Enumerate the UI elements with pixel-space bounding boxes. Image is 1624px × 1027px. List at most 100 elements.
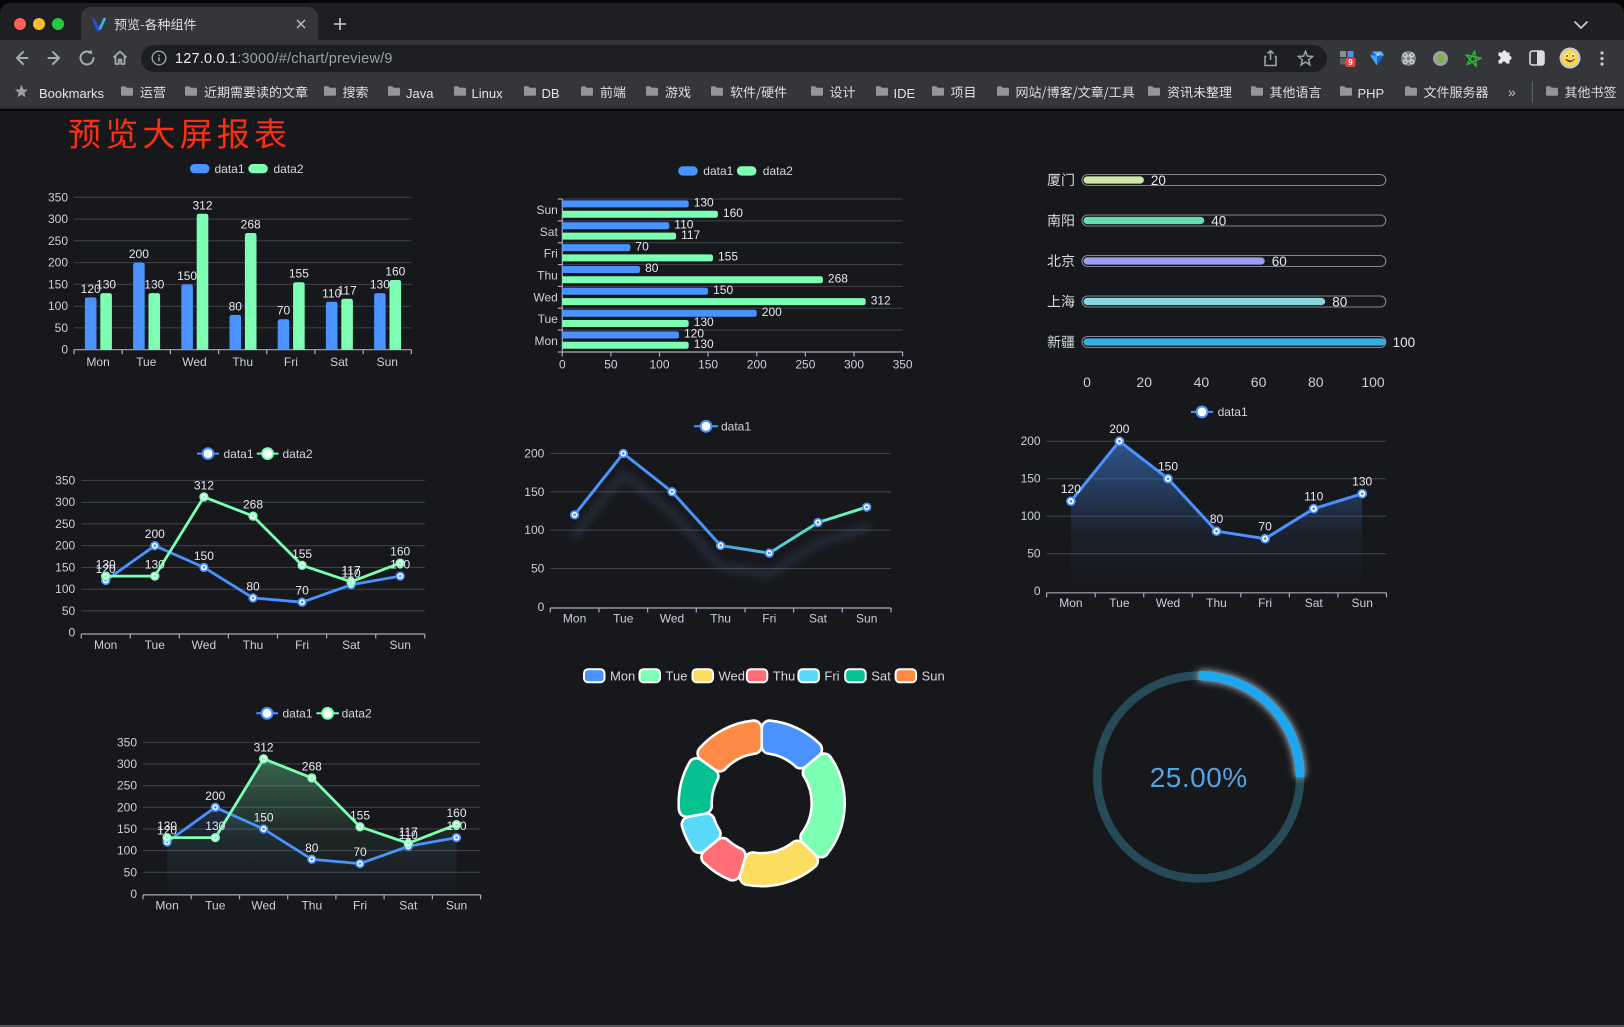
svg-text:312: 312 — [871, 293, 891, 307]
svg-text:data1: data1 — [721, 420, 751, 434]
svg-text:80: 80 — [229, 299, 243, 313]
svg-text:Sat: Sat — [1305, 596, 1324, 610]
svg-text:50: 50 — [604, 358, 618, 372]
svg-text:120: 120 — [157, 824, 177, 838]
svg-text:50: 50 — [62, 604, 76, 618]
svg-text:Mon: Mon — [534, 334, 557, 348]
svg-text:100: 100 — [649, 358, 669, 372]
svg-text:130: 130 — [694, 337, 714, 351]
svg-text:268: 268 — [302, 759, 322, 773]
svg-text:117: 117 — [342, 563, 361, 577]
svg-text:0: 0 — [1034, 584, 1041, 598]
svg-text:200: 200 — [205, 789, 225, 803]
svg-text:100: 100 — [55, 582, 75, 596]
svg-text:Tue: Tue — [145, 638, 166, 652]
svg-text:Sun: Sun — [922, 668, 945, 683]
svg-text:Fri: Fri — [1258, 596, 1272, 610]
svg-text:130: 130 — [205, 819, 225, 833]
svg-text:data2: data2 — [763, 164, 793, 178]
svg-text:100: 100 — [524, 523, 544, 537]
svg-text:350: 350 — [55, 473, 75, 487]
svg-text:300: 300 — [55, 495, 75, 509]
svg-text:200: 200 — [747, 358, 767, 372]
svg-text:Wed: Wed — [533, 290, 557, 304]
svg-text:Thu: Thu — [537, 269, 558, 283]
svg-text:160: 160 — [723, 206, 743, 220]
svg-text:110: 110 — [399, 828, 418, 842]
svg-text:117: 117 — [338, 283, 357, 297]
svg-text:0: 0 — [559, 358, 566, 372]
svg-text:200: 200 — [55, 539, 75, 553]
svg-text:0: 0 — [69, 626, 76, 640]
svg-text:150: 150 — [177, 269, 197, 283]
svg-text:130: 130 — [694, 196, 714, 210]
svg-text:data1: data1 — [215, 162, 245, 176]
svg-text:Sat: Sat — [342, 638, 361, 652]
svg-text:130: 130 — [96, 278, 116, 292]
svg-text:Wed: Wed — [182, 355, 206, 369]
svg-text:Sun: Sun — [856, 612, 877, 626]
svg-text:200: 200 — [1021, 434, 1041, 448]
svg-text:Fri: Fri — [295, 638, 309, 652]
svg-text:data1: data1 — [224, 447, 254, 461]
svg-text:40: 40 — [1211, 214, 1226, 229]
svg-text:50: 50 — [55, 321, 69, 335]
svg-text:0: 0 — [538, 600, 545, 614]
svg-text:160: 160 — [385, 265, 405, 279]
svg-text:155: 155 — [350, 808, 370, 822]
svg-text:200: 200 — [145, 527, 165, 541]
svg-text:300: 300 — [48, 212, 68, 226]
svg-text:70: 70 — [1258, 520, 1272, 534]
svg-text:data2: data2 — [274, 162, 304, 176]
svg-text:350: 350 — [117, 735, 137, 749]
svg-text:117: 117 — [681, 228, 700, 242]
svg-text:155: 155 — [289, 267, 309, 281]
svg-text:data1: data1 — [283, 707, 313, 721]
svg-text:Sun: Sun — [1352, 596, 1373, 610]
svg-text:Sun: Sun — [446, 899, 467, 913]
svg-text:110: 110 — [342, 566, 361, 580]
svg-text:Wed: Wed — [719, 668, 746, 683]
svg-text:155: 155 — [718, 250, 738, 264]
svg-text:268: 268 — [828, 272, 848, 286]
svg-text:Sat: Sat — [399, 899, 418, 913]
svg-text:Tue: Tue — [666, 668, 688, 683]
svg-text:250: 250 — [55, 517, 75, 531]
svg-text:Mon: Mon — [155, 899, 178, 913]
svg-text:120: 120 — [1061, 482, 1081, 496]
svg-text:Mon: Mon — [94, 638, 117, 652]
svg-text:100: 100 — [1021, 509, 1041, 523]
svg-text:100: 100 — [1393, 335, 1416, 350]
svg-text:120: 120 — [96, 562, 116, 576]
svg-text:70: 70 — [635, 239, 649, 253]
svg-text:Thu: Thu — [301, 899, 322, 913]
svg-text:130: 130 — [370, 278, 390, 292]
svg-text:117: 117 — [399, 825, 418, 839]
svg-text:100: 100 — [48, 299, 68, 313]
svg-text:Tue: Tue — [1109, 596, 1130, 610]
svg-text:Sun: Sun — [536, 203, 557, 217]
svg-text:130: 130 — [145, 558, 165, 572]
svg-text:Sun: Sun — [377, 355, 398, 369]
svg-text:Tue: Tue — [205, 899, 226, 913]
svg-text:80: 80 — [1210, 512, 1224, 526]
svg-text:Thu: Thu — [243, 638, 264, 652]
svg-text:Sun: Sun — [390, 638, 411, 652]
svg-text:200: 200 — [1109, 422, 1129, 436]
svg-text:200: 200 — [524, 446, 544, 460]
svg-text:Fri: Fri — [284, 355, 298, 369]
svg-text:130: 130 — [1352, 475, 1372, 489]
svg-text:Thu: Thu — [232, 355, 253, 369]
svg-text:155: 155 — [292, 547, 312, 561]
svg-text:110: 110 — [674, 218, 693, 232]
svg-text:300: 300 — [844, 358, 864, 372]
svg-text:50: 50 — [1027, 547, 1041, 561]
svg-text:350: 350 — [893, 358, 913, 372]
svg-text:20: 20 — [1136, 374, 1152, 390]
svg-text:100: 100 — [117, 844, 137, 858]
svg-text:130: 130 — [157, 819, 177, 833]
svg-text:data1: data1 — [1218, 405, 1248, 419]
svg-text:150: 150 — [1158, 460, 1178, 474]
svg-text:70: 70 — [353, 845, 367, 859]
svg-text:Mon: Mon — [563, 612, 586, 626]
